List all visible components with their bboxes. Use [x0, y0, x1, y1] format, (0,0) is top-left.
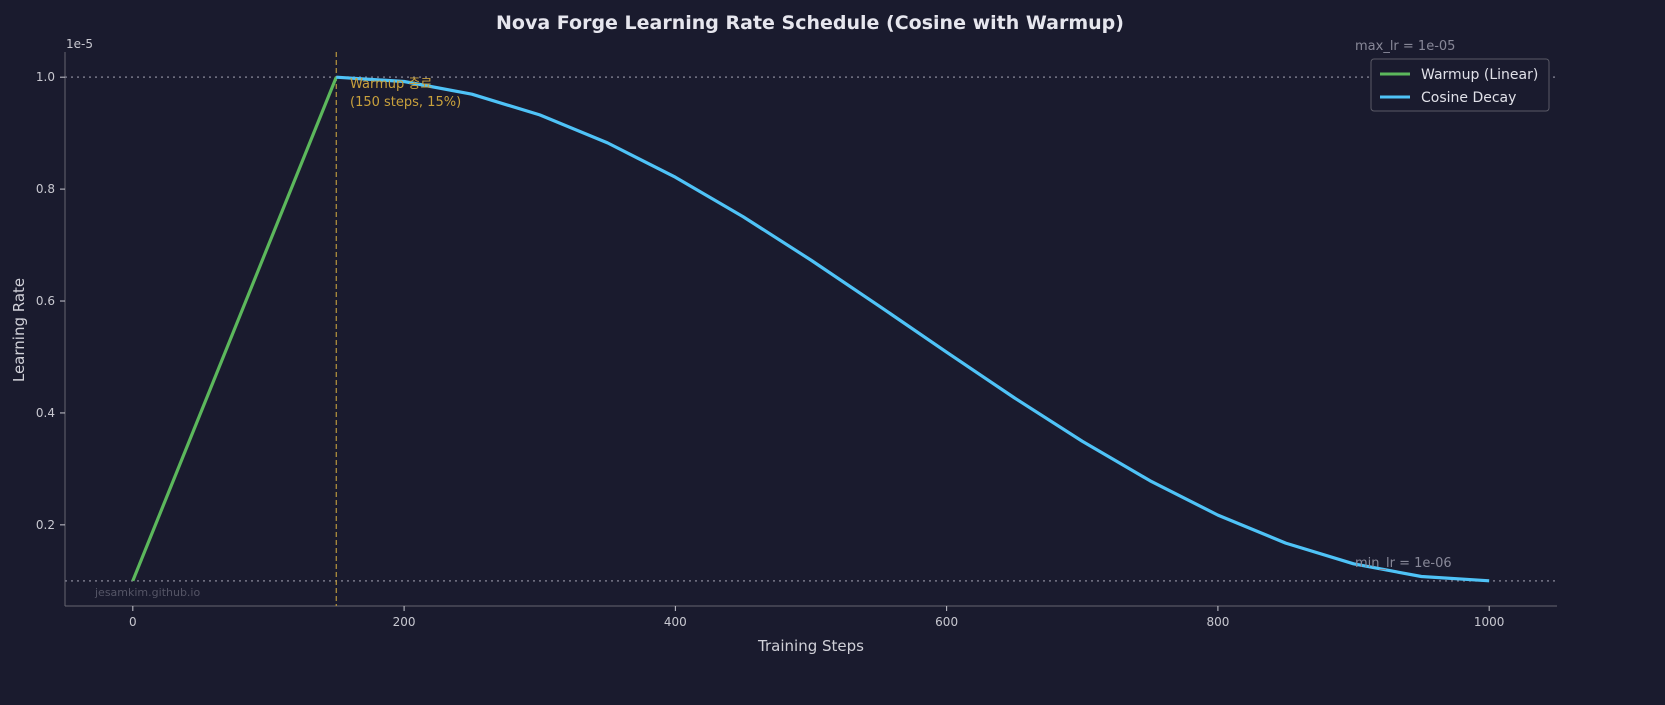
x-tick-label: 200: [393, 615, 416, 629]
warmup-end-annotation-line1: Warmup 종료: [350, 77, 432, 92]
legend-label-cosine: Cosine Decay: [1421, 90, 1516, 106]
x-tick-label: 1000: [1474, 615, 1505, 629]
x-axis-label: Training Steps: [757, 637, 864, 655]
y-tick-label: 0.2: [36, 518, 55, 532]
warmup-end-annotation-line2: (150 steps, 15%): [350, 95, 461, 110]
cosine-decay-line: [336, 75, 1490, 583]
x-tick-label: 0: [129, 615, 137, 629]
min-lr-label: min_lr = 1e-06: [1355, 556, 1452, 571]
legend: Warmup (Linear) Cosine Decay: [1370, 58, 1550, 112]
y-tick-label: 0.8: [36, 182, 55, 196]
legend-label-warmup: Warmup (Linear): [1421, 67, 1538, 83]
chart-title: Nova Forge Learning Rate Schedule (Cosin…: [496, 12, 1124, 34]
y-tick-label: 0.6: [36, 294, 55, 308]
warmup-line: [131, 76, 338, 582]
watermark: jesamkim.github.io: [94, 586, 200, 599]
x-tick-label: 600: [935, 615, 958, 629]
x-tick-label: 400: [664, 615, 687, 629]
y-tick-label: 0.4: [36, 406, 55, 420]
y-tick-label: 1.0: [36, 70, 55, 84]
y-scale-label: 1e-5: [66, 37, 93, 51]
y-axis-label: Learning Rate: [10, 278, 28, 382]
x-tick-label: 800: [1206, 615, 1229, 629]
legend-box: [1370, 58, 1550, 112]
max-lr-label: max_lr = 1e-05: [1355, 39, 1455, 54]
